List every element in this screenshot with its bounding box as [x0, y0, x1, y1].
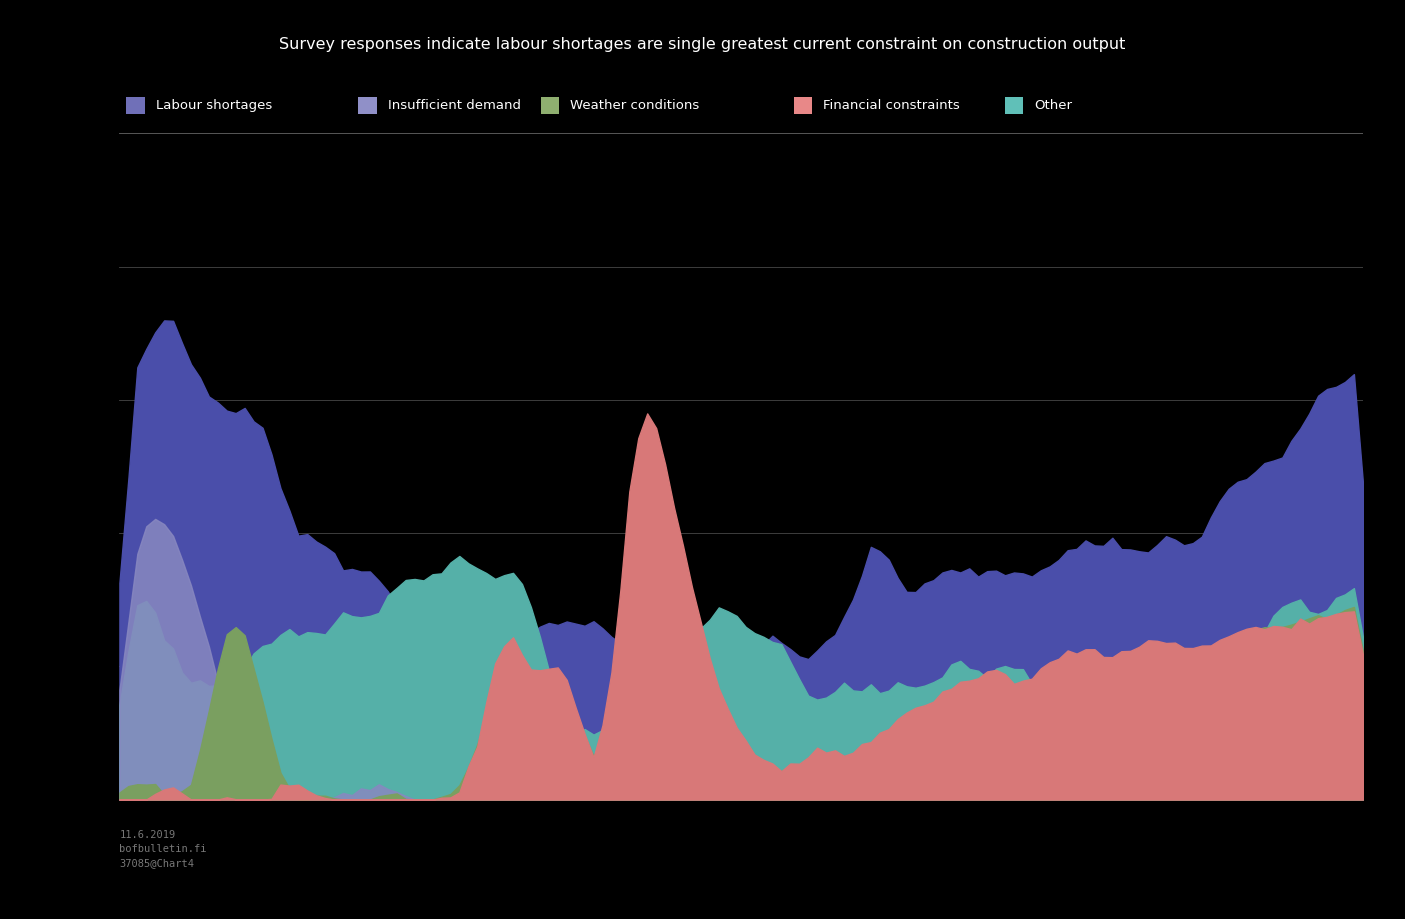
Text: Weather conditions: Weather conditions: [570, 99, 700, 112]
Text: Other: Other: [1034, 99, 1072, 112]
Text: 11.6.2019
bofbulletin.fi
37085@Chart4: 11.6.2019 bofbulletin.fi 37085@Chart4: [119, 831, 207, 868]
Text: Survey responses indicate labour shortages are single greatest current constrain: Survey responses indicate labour shortag…: [280, 37, 1125, 51]
Text: Financial constraints: Financial constraints: [823, 99, 960, 112]
Text: Labour shortages: Labour shortages: [156, 99, 273, 112]
Text: Insufficient demand: Insufficient demand: [388, 99, 521, 112]
